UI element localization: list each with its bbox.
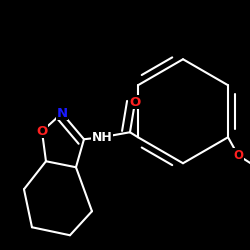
Text: NH: NH	[92, 131, 112, 144]
Text: O: O	[129, 96, 140, 109]
Text: O: O	[36, 125, 48, 138]
Text: O: O	[233, 149, 243, 162]
Text: N: N	[56, 107, 68, 120]
